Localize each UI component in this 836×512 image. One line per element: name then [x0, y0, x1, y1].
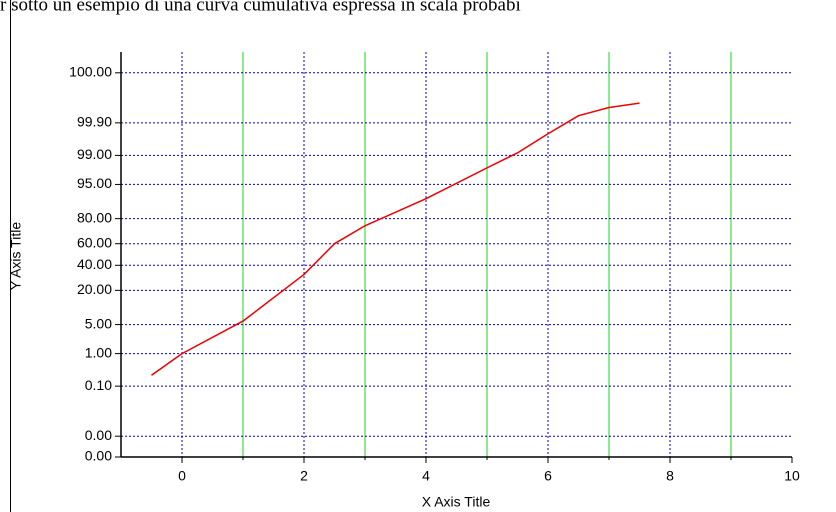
y-tick-label: 1.00 — [85, 344, 112, 360]
y-tick-label: 20.00 — [77, 281, 112, 297]
x-tick-label: 10 — [784, 468, 800, 484]
x-tick-label: 8 — [666, 468, 674, 484]
y-axis-title: Y Axis Title — [8, 222, 24, 290]
y-tick-label: 99.90 — [77, 114, 112, 130]
y-tick-label: 0.10 — [85, 377, 112, 393]
data-line — [151, 102, 640, 376]
caption: r sotto un esempio di una curva cumulati… — [0, 0, 521, 15]
y-tick-label: 5.00 — [85, 315, 112, 331]
y-tick-label: 60.00 — [77, 234, 112, 250]
x-tick-label: 4 — [422, 468, 430, 484]
x-tick-label: 2 — [300, 468, 308, 484]
x-axis-title: X Axis Title — [422, 494, 491, 510]
y-tick-label: 0.00 — [85, 448, 112, 464]
y-tick-label: 100.00 — [69, 64, 112, 80]
x-tick-label: 6 — [544, 468, 552, 484]
y-tick-label: 99.00 — [77, 146, 112, 162]
x-tick-label: 0 — [178, 468, 186, 484]
y-tick-label: 80.00 — [77, 209, 112, 225]
y-tick-label: 40.00 — [77, 256, 112, 272]
y-tick-label: 95.00 — [77, 175, 112, 191]
y-tick-label: 0.00 — [85, 427, 112, 443]
